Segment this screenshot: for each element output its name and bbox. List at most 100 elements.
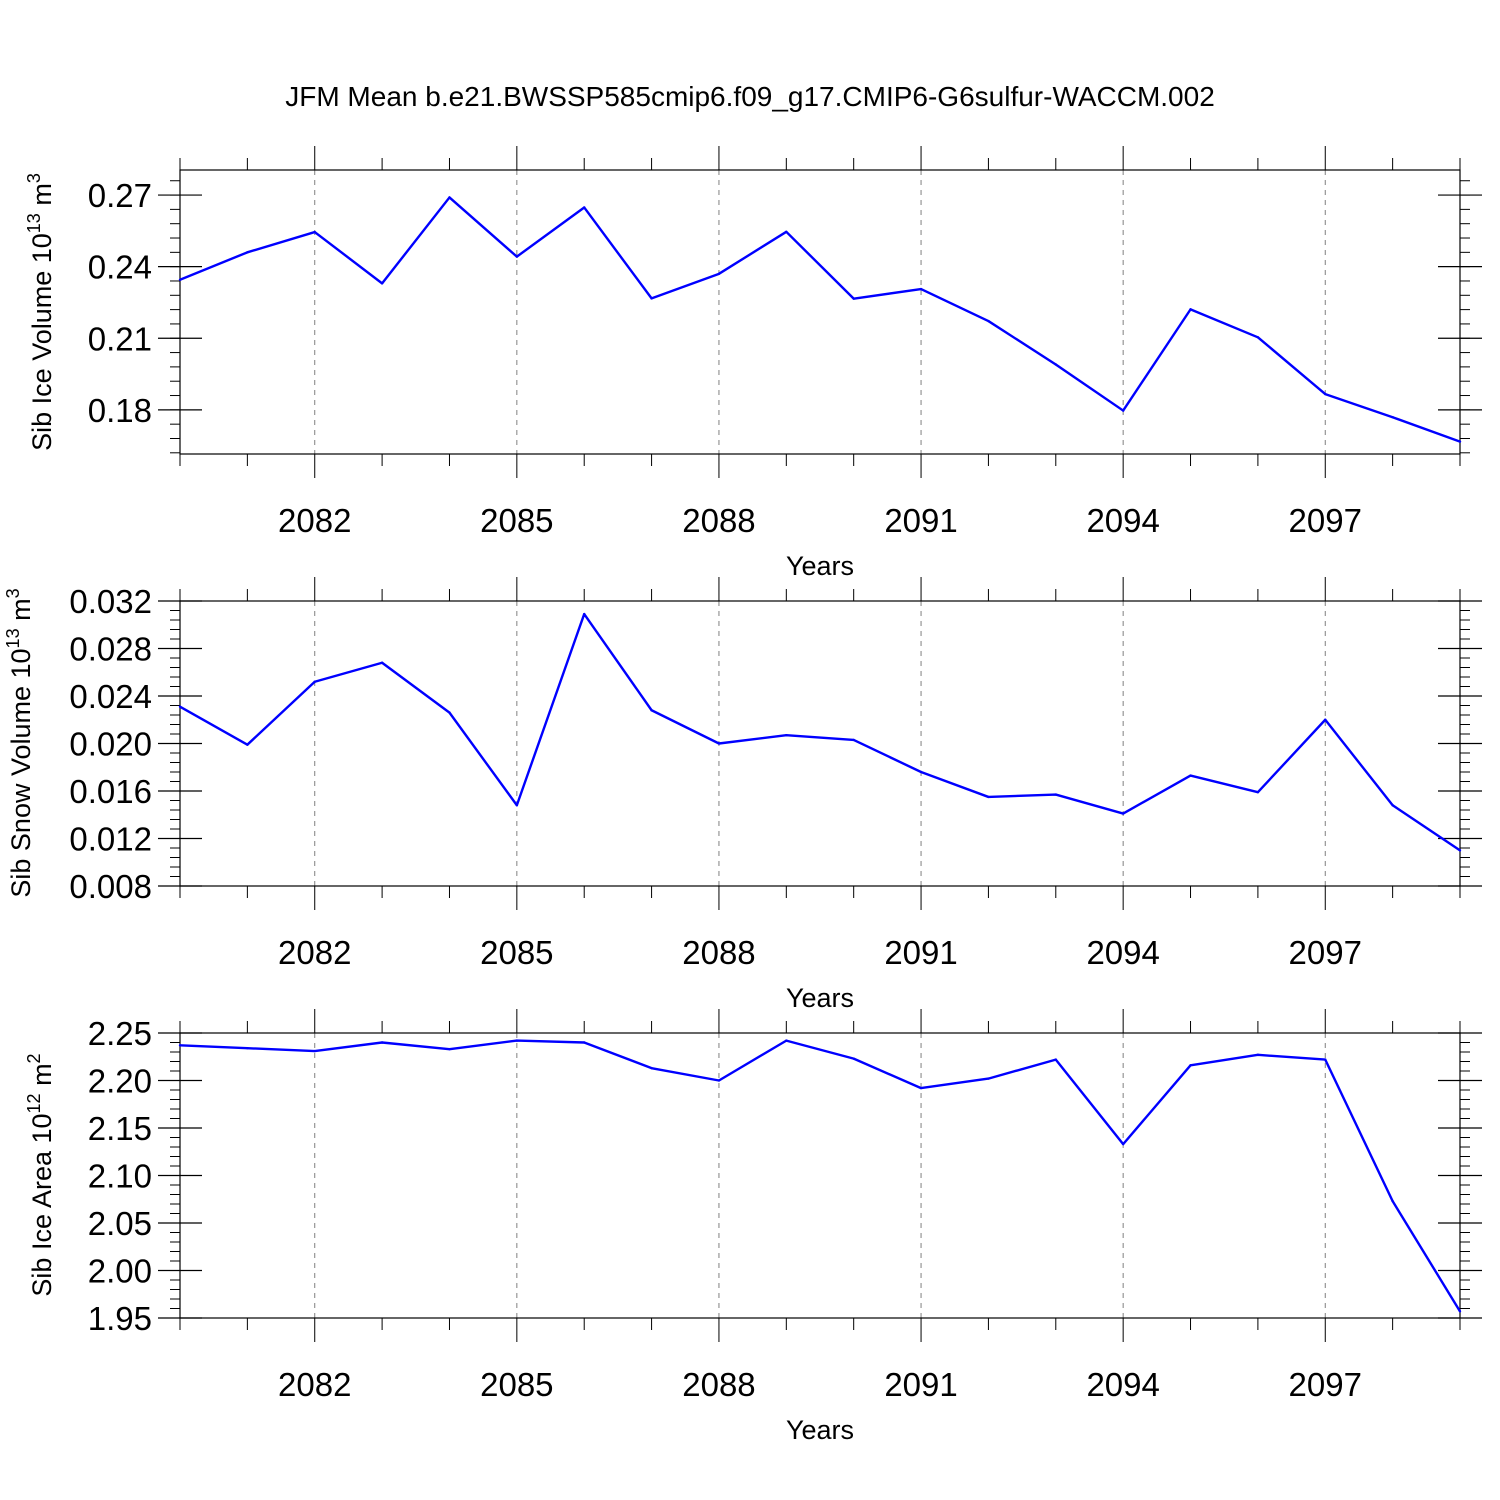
y-tick-label: 0.020 xyxy=(69,726,152,763)
x-tick-label: 2082 xyxy=(278,1366,351,1403)
data-point xyxy=(1121,812,1125,815)
x-tick-label: 2082 xyxy=(278,502,351,539)
data-point xyxy=(246,743,249,746)
x-tick-label: 2091 xyxy=(884,502,957,539)
x-tick-label: 2097 xyxy=(1289,1366,1362,1403)
plot-frame xyxy=(179,600,1461,887)
data-point xyxy=(1054,793,1057,796)
plot-frame xyxy=(179,169,1461,455)
data-point xyxy=(246,1047,249,1050)
x-axis-label: Years xyxy=(786,983,854,1013)
y-axis-label: Sib Ice Area 1012 m2 xyxy=(24,1053,57,1296)
data-point xyxy=(987,1077,990,1080)
data-point xyxy=(1189,308,1192,311)
data-point xyxy=(1121,1142,1125,1146)
y-tick-label: 0.028 xyxy=(69,631,152,668)
y-axis-label-text: Sib Ice Area 10 xyxy=(27,1113,57,1296)
x-tick-label: 2094 xyxy=(1086,934,1159,971)
data-point xyxy=(1256,336,1260,339)
data-point xyxy=(515,1039,519,1042)
data-point xyxy=(987,319,990,323)
data-point xyxy=(1054,363,1057,366)
data-point xyxy=(1256,790,1260,794)
data-point xyxy=(1391,416,1394,419)
y-axis-label-unit: m xyxy=(27,183,57,213)
data-point xyxy=(919,1086,923,1090)
data-point xyxy=(919,287,923,291)
data-point xyxy=(717,742,721,745)
y-axis-label: Sib Ice Volume 1013 m3 xyxy=(24,173,57,451)
y-tick-label: 2.25 xyxy=(88,1015,152,1052)
data-point xyxy=(1458,1310,1462,1313)
data-point xyxy=(380,282,384,285)
y-tick-label: 0.27 xyxy=(88,177,152,214)
data-point xyxy=(448,711,451,714)
x-tick-label: 2088 xyxy=(682,934,755,971)
data-point xyxy=(785,230,788,234)
x-axis-label: Years xyxy=(786,1415,854,1445)
x-axis-label: Years xyxy=(786,551,854,581)
data-point xyxy=(717,272,721,276)
y-tick-label: 0.032 xyxy=(69,583,152,620)
data-point xyxy=(1324,392,1327,396)
data-point xyxy=(1189,1064,1192,1067)
data-point xyxy=(650,297,653,300)
x-tick-label: 2094 xyxy=(1086,502,1159,539)
panel-1: 2082 2085 2088 2091 2094 2097 0.18 0.21 0.24 0.27… xyxy=(24,146,1482,581)
x-tick-label: 2091 xyxy=(884,934,957,971)
series-line xyxy=(179,612,1461,852)
x-tick-label: 2082 xyxy=(278,934,351,971)
y-tick-label: 2.10 xyxy=(88,1158,152,1195)
data-point xyxy=(650,709,653,712)
data-point xyxy=(313,230,316,234)
y-axis-label-exponent: 12 xyxy=(24,1093,44,1113)
data-point xyxy=(1054,1058,1057,1061)
data-point xyxy=(246,251,249,254)
data-point xyxy=(448,1047,451,1051)
y-tick-label: 1.95 xyxy=(88,1300,152,1337)
y-axis-label-unit-exponent: 2 xyxy=(24,1053,44,1063)
y-tick-label: 2.00 xyxy=(88,1253,152,1290)
data-point xyxy=(380,661,384,664)
data-point xyxy=(448,196,451,199)
y-axis-label-exponent: 13 xyxy=(3,628,23,648)
plot-frame xyxy=(179,1032,1461,1319)
x-tick-label: 2085 xyxy=(480,502,553,539)
y-tick-label: 0.008 xyxy=(69,868,152,905)
y-axis-label-unit-exponent: 3 xyxy=(24,173,44,183)
x-tick-label: 2097 xyxy=(1289,502,1362,539)
y-tick-label: 0.016 xyxy=(69,773,152,810)
data-point xyxy=(583,612,586,616)
data-point xyxy=(178,278,182,281)
y-tick-label: 0.18 xyxy=(88,392,152,429)
data-point xyxy=(1324,718,1327,721)
y-axis-label-text: Sib Snow Volume 10 xyxy=(6,648,36,897)
x-tick-label: 2088 xyxy=(682,502,755,539)
data-point xyxy=(852,738,855,742)
data-point xyxy=(1391,804,1394,807)
y-tick-label: 0.012 xyxy=(69,821,152,858)
x-tick-label: 2088 xyxy=(682,1366,755,1403)
y-tick-label: 2.20 xyxy=(88,1063,152,1100)
y-axis-label-text: Sib Ice Volume 10 xyxy=(27,233,57,451)
data-point xyxy=(313,1049,316,1053)
y-axis-label-unit: m xyxy=(6,598,36,628)
data-point xyxy=(650,1066,653,1070)
series-line xyxy=(179,196,1461,443)
data-point xyxy=(1189,774,1192,777)
y-tick-label: 0.24 xyxy=(88,249,152,286)
x-tick-label: 2085 xyxy=(480,934,553,971)
data-point xyxy=(852,1057,855,1060)
data-point xyxy=(1391,1199,1394,1203)
figure-title: JFM Mean b.e21.BWSSP585cmip6.f09_g17.CMI… xyxy=(285,81,1215,112)
y-axis-label: Sib Snow Volume 1013 m3 xyxy=(3,588,36,897)
panel-2: 2082 2085 2088 2091 2094 2097 0.008 0.012 0.016 0… xyxy=(3,577,1482,1013)
y-tick-label: 2.05 xyxy=(88,1205,152,1242)
data-point xyxy=(919,770,923,774)
data-point xyxy=(987,795,990,799)
data-point xyxy=(1458,440,1462,443)
y-axis-label-unit: m xyxy=(27,1063,57,1093)
data-point xyxy=(178,705,182,708)
y-axis-label-unit-exponent: 3 xyxy=(3,588,23,598)
data-point xyxy=(515,804,519,807)
